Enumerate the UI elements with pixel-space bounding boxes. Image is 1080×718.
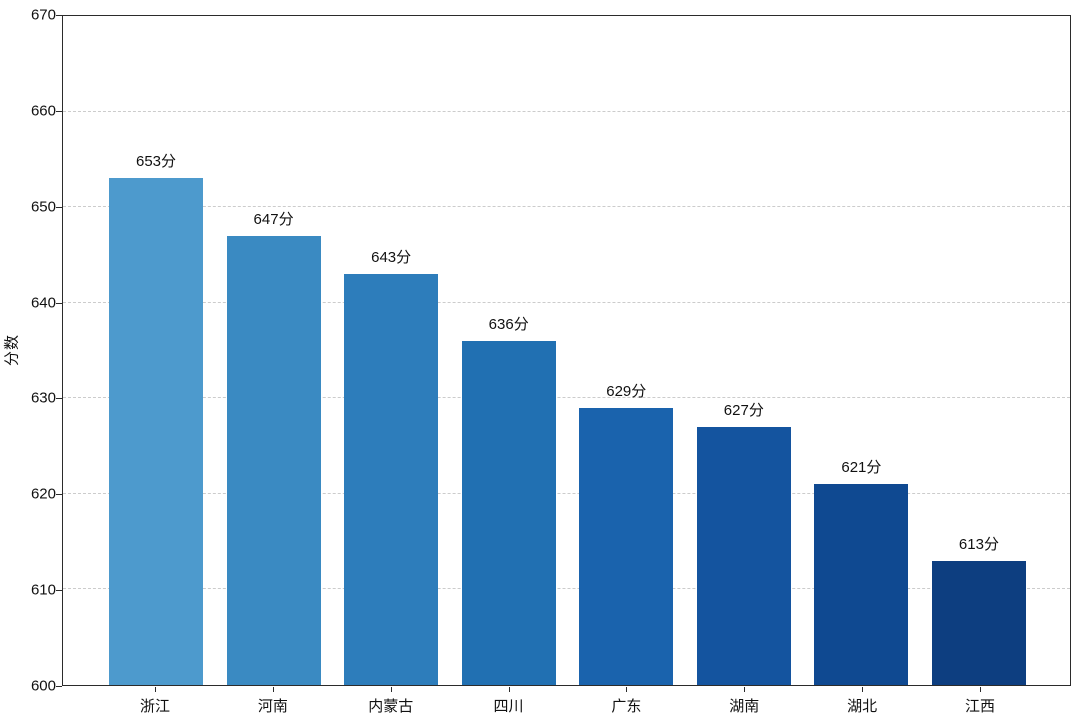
bar-value-label: 613分 (958, 535, 999, 553)
bar-浙江: 653分 (109, 153, 203, 685)
bar-河南: 647分 (226, 211, 321, 685)
bar-湖北: 621分 (814, 459, 909, 685)
gridline-660 (63, 110, 1070, 112)
x-tick-mark-河南 (272, 687, 274, 692)
y-tick-label-600: 600 (30, 677, 56, 695)
x-tick-mark-四川 (508, 687, 510, 692)
y-tick-label-620: 620 (30, 485, 56, 503)
x-tick-label-内蒙古: 内蒙古 (368, 698, 414, 715)
bar-湖南: 627分 (696, 402, 791, 685)
x-tick-label-广东: 广东 (611, 698, 642, 715)
y-tick-mark-670 (56, 15, 62, 16)
x-tick-label-湖北: 湖北 (847, 698, 878, 715)
bar-value-label: 647分 (253, 210, 294, 228)
y-tick-label-630: 630 (30, 389, 56, 407)
x-tick-mark-湖北 (862, 687, 864, 692)
y-tick-label-660: 660 (30, 102, 56, 120)
bar-广东: 629分 (579, 383, 674, 685)
x-tick-label-浙江: 浙江 (139, 698, 171, 715)
x-tick-mark-江西 (980, 687, 981, 692)
bar-value-label: 636分 (488, 315, 529, 333)
bar-value-label: 629分 (606, 382, 647, 400)
y-tick-mark-650 (56, 206, 62, 208)
x-tick-mark-内蒙古 (390, 687, 392, 692)
y-tick-mark-630 (56, 398, 62, 400)
x-tick-label-四川: 四川 (493, 698, 524, 715)
gridline-630 (63, 397, 1070, 399)
x-tick-label-湖南: 湖南 (729, 698, 760, 715)
x-tick-mark-广东 (626, 687, 628, 692)
bar-江西: 613分 (931, 536, 1026, 685)
bar-内蒙古: 643分 (344, 249, 439, 685)
y-tick-mark-600 (56, 686, 62, 687)
y-tick-mark-610 (56, 590, 62, 592)
bar-value-label: 643分 (371, 249, 412, 267)
y-tick-label-670: 670 (30, 6, 56, 24)
bar-四川: 636分 (461, 316, 556, 685)
x-tick-label-河南: 河南 (257, 698, 288, 715)
y-tick-label-640: 640 (30, 294, 56, 312)
x-tick-label-江西: 江西 (964, 698, 996, 715)
bar-value-label: 627分 (723, 401, 764, 419)
gridline-610 (63, 588, 1070, 590)
gridline-650 (63, 206, 1070, 208)
y-tick-mark-620 (56, 494, 62, 496)
bar-value-label: 653分 (135, 153, 177, 171)
x-tick-mark-浙江 (155, 687, 156, 692)
y-tick-mark-640 (56, 302, 62, 304)
gridline-620 (63, 492, 1070, 494)
bars-container: 653分 647分 643分 636分 629分 627分 621分 613分 (109, 16, 1026, 685)
x-tick-mark-湖南 (744, 687, 746, 692)
y-axis-title: 分数 (3, 333, 21, 367)
plot-area: 653分 647分 643分 636分 629分 627分 621分 613分 (62, 15, 1071, 686)
bar-value-label: 621分 (841, 459, 882, 477)
y-tick-label-650: 650 (30, 198, 56, 216)
gridline-640 (63, 301, 1070, 303)
y-tick-mark-660 (56, 110, 62, 112)
y-tick-label-610: 610 (30, 581, 56, 599)
